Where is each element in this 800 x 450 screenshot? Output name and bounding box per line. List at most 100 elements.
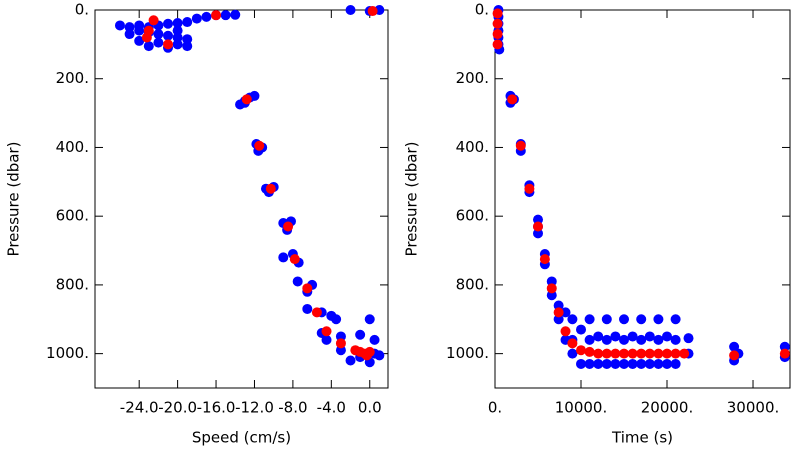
y-tick-label: 400. — [456, 138, 489, 156]
scatter-point — [627, 348, 638, 359]
scatter-point — [779, 348, 790, 359]
scatter-point — [662, 348, 673, 359]
y-axis-label: Pressure (dbar) — [403, 142, 421, 257]
scatter-point — [241, 94, 252, 105]
scatter-point — [369, 334, 380, 345]
x-tick-label: 10000. — [555, 399, 608, 417]
scatter-point — [560, 307, 571, 318]
scatter-point — [254, 140, 265, 151]
scatter-point — [610, 358, 621, 369]
scatter-point — [335, 338, 346, 349]
scatter-point — [163, 18, 174, 29]
scatter-point — [321, 334, 332, 345]
y-tick-label: 1000. — [46, 344, 89, 362]
y-tick-label: 0. — [75, 1, 89, 19]
scatter-point — [619, 358, 630, 369]
scatter-point — [321, 326, 332, 337]
scatter-point — [292, 276, 303, 287]
scatter-point — [182, 41, 193, 52]
scatter-point — [553, 307, 564, 318]
scatter-point — [653, 348, 664, 359]
scatter-point — [524, 183, 535, 194]
scatter-point — [576, 324, 587, 335]
x-tick-label: 20000. — [641, 399, 694, 417]
scatter-point — [567, 314, 578, 325]
scatter-point — [627, 331, 638, 342]
scatter-point — [355, 329, 366, 340]
scatter-point — [172, 39, 183, 50]
x-tick-label: -20.0 — [158, 399, 197, 417]
scatter-point — [584, 358, 595, 369]
scatter-point — [653, 358, 664, 369]
scatter-point — [593, 358, 604, 369]
scatter-point — [546, 290, 557, 301]
scatter-point — [567, 338, 578, 349]
scatter-point — [114, 20, 125, 31]
scatter-point — [201, 11, 212, 22]
scatter-point — [361, 350, 372, 361]
x-tick-label: -24.0 — [120, 399, 159, 417]
plot-frame — [94, 9, 389, 389]
scatter-point — [311, 307, 322, 318]
x-tick-label: -8.0 — [278, 399, 307, 417]
scatter-point — [533, 221, 544, 232]
scatter-point — [148, 15, 159, 26]
scatter-point — [492, 39, 503, 50]
scatter-point — [627, 358, 638, 369]
scatter-point — [302, 303, 313, 314]
scatter-point — [163, 30, 174, 41]
y-tick-label: 600. — [456, 207, 489, 225]
scatter-point — [601, 334, 612, 345]
scatter-point — [134, 35, 145, 46]
scatter-point — [345, 5, 356, 15]
scatter-point — [683, 333, 694, 344]
scatter-point — [134, 25, 145, 36]
scatter-point — [670, 334, 681, 345]
x-axis-label: Time (s) — [611, 429, 673, 447]
scatter-point — [124, 29, 135, 40]
y-tick-label: 0. — [475, 1, 489, 19]
scatter-point — [584, 334, 595, 345]
scatter-point — [636, 348, 647, 359]
scatter-point — [302, 283, 313, 294]
scatter-point — [644, 358, 655, 369]
scatter-point — [364, 314, 375, 325]
scatter-point — [492, 18, 503, 29]
scatter-point — [191, 13, 202, 24]
scatter-point — [331, 314, 342, 325]
scatter-point — [610, 331, 621, 342]
scatter-point — [619, 334, 630, 345]
scatter-point — [584, 346, 595, 357]
scatter-point — [670, 314, 681, 325]
x-tick-label: -12.0 — [235, 399, 274, 417]
scatter-point — [153, 29, 164, 40]
scatter-point — [492, 29, 503, 40]
scatter-point — [644, 348, 655, 359]
scatter-point — [546, 283, 557, 294]
plot-frame — [494, 9, 791, 389]
scatter-point — [172, 25, 183, 36]
scatter-point — [141, 32, 152, 43]
scatter-point — [644, 331, 655, 342]
scatter-point — [249, 90, 260, 101]
scatter-point — [283, 221, 294, 232]
x-tick-label: 0. — [488, 399, 502, 417]
x-axis-label: Speed (cm/s) — [192, 429, 291, 447]
y-tick-label: 600. — [56, 207, 89, 225]
scatter-point — [124, 22, 135, 33]
scatter-point — [553, 314, 564, 325]
scatter-point — [278, 252, 289, 263]
scatter-point — [576, 345, 587, 356]
scatter-point — [345, 355, 356, 366]
scatter-point — [143, 41, 154, 52]
scatter-point — [492, 8, 503, 19]
scatter-point — [163, 39, 174, 50]
scatter-point — [507, 94, 518, 105]
y-tick-label: 800. — [56, 275, 89, 293]
scatter-point — [560, 326, 571, 337]
scatter-point — [533, 214, 544, 225]
scatter-point — [636, 334, 647, 345]
scatter-point — [533, 228, 544, 239]
scatter-point — [211, 10, 222, 21]
scatter-point — [662, 331, 673, 342]
